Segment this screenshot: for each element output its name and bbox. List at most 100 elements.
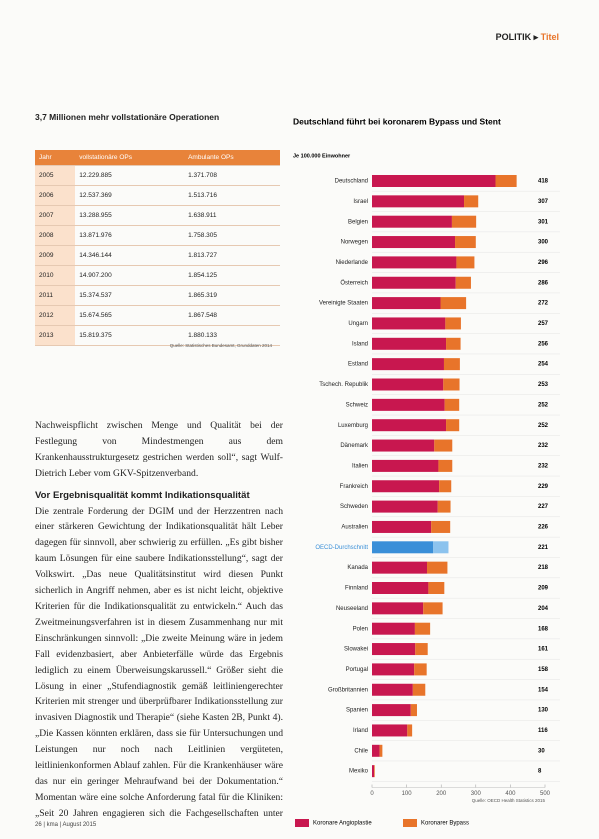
x-tick-label: 0 bbox=[370, 791, 374, 797]
total-label: 218 bbox=[538, 565, 549, 571]
bar-segment bbox=[427, 561, 448, 574]
table-cell: 2013 bbox=[35, 325, 76, 346]
bar-segment bbox=[440, 297, 467, 310]
category-label: Schweiz bbox=[346, 402, 368, 408]
table-source: Quelle: Statistisches Bundesamt, Grundda… bbox=[169, 343, 272, 348]
table-cell: 1.513.716 bbox=[184, 185, 280, 206]
table-cell: 14.907.200 bbox=[75, 265, 185, 286]
bar-segment bbox=[414, 622, 431, 635]
bar-segment bbox=[372, 704, 411, 717]
bar-segment bbox=[434, 439, 453, 452]
category-label: Niederlande bbox=[336, 260, 369, 266]
bar-segment bbox=[438, 459, 453, 472]
total-label: 254 bbox=[538, 362, 549, 368]
bar-segment bbox=[372, 175, 496, 187]
bar-segment bbox=[372, 276, 456, 289]
total-label: 256 bbox=[538, 341, 549, 347]
total-label: 257 bbox=[538, 321, 549, 327]
total-label: 301 bbox=[538, 219, 549, 225]
category-label: Belgien bbox=[348, 219, 368, 225]
table-cell: 2005 bbox=[35, 165, 76, 186]
total-label: 300 bbox=[538, 240, 549, 246]
bar-segment bbox=[372, 236, 456, 249]
bar-segment bbox=[372, 459, 439, 472]
total-label: 253 bbox=[538, 382, 549, 388]
bar-segment bbox=[379, 744, 383, 757]
table-row: 2005 12.229.885 1.371.708 bbox=[35, 165, 280, 186]
total-label: 204 bbox=[538, 606, 549, 612]
table-row: 2007 13.288.955 1.638.911 bbox=[35, 205, 280, 226]
table: Jahr vollstationäre OPs Ambulante OPs 2005 1… bbox=[35, 150, 280, 346]
table-cell: 2007 bbox=[35, 205, 76, 226]
table-cell: 2012 bbox=[35, 305, 76, 326]
bar-segment bbox=[443, 378, 460, 391]
category-label: Tschech. Republik bbox=[319, 382, 369, 388]
total-label: 307 bbox=[538, 199, 549, 205]
legend-swatch bbox=[403, 819, 417, 827]
total-label: 286 bbox=[538, 280, 549, 286]
bar-segment bbox=[446, 419, 460, 432]
category-label: Großbritannien bbox=[328, 687, 368, 693]
bar-segment bbox=[372, 561, 428, 574]
category-label: Polen bbox=[353, 626, 368, 632]
total-label: 232 bbox=[538, 443, 549, 449]
bar-segment bbox=[464, 195, 479, 208]
bar-segment bbox=[372, 500, 438, 513]
total-label: 229 bbox=[538, 484, 549, 490]
category-label: Irland bbox=[353, 728, 368, 734]
bar-segment bbox=[372, 297, 441, 310]
x-tick-label: 300 bbox=[471, 791, 482, 797]
bar-segment bbox=[372, 480, 440, 493]
category-label: OECD-Durchschnitt bbox=[315, 545, 368, 551]
x-tick-label: 500 bbox=[540, 791, 551, 797]
total-label: 252 bbox=[538, 402, 549, 408]
category-label: Ungarn bbox=[348, 321, 368, 327]
chart-subtitle: Je 100.000 Einwohner bbox=[293, 153, 351, 159]
table-cell: 15.674.565 bbox=[75, 305, 185, 326]
bar-segment bbox=[456, 256, 475, 269]
category-label: Mexiko bbox=[349, 769, 369, 775]
article: Nachweispflicht zwischen Menge und Quali… bbox=[35, 418, 283, 818]
chart-title: Deutschland führt bei koronarem Bypass u… bbox=[293, 116, 501, 126]
bar-segment bbox=[439, 480, 452, 493]
body: Die zentrale Forderung der DGIM und der … bbox=[35, 505, 283, 818]
table-cell: 2011 bbox=[35, 285, 76, 306]
table-row: 2013 15.819.375 1.880.133 bbox=[35, 325, 280, 346]
total-label: 252 bbox=[538, 423, 549, 429]
total-label: 296 bbox=[538, 260, 549, 266]
category-label: Norwegen bbox=[341, 240, 368, 246]
bar-segment bbox=[431, 520, 451, 533]
bar-segment bbox=[444, 398, 460, 411]
table-cell: 1.865.319 bbox=[184, 285, 280, 306]
table-cell: 1.854.125 bbox=[184, 265, 280, 286]
table-cell: 1.880.133 bbox=[184, 325, 280, 346]
category-label: Kanada bbox=[347, 565, 368, 571]
category-label: Island bbox=[352, 341, 368, 347]
bar-segment bbox=[414, 663, 427, 676]
bar-segment bbox=[415, 643, 428, 656]
category-label: Schweden bbox=[340, 504, 368, 510]
bar-segment bbox=[410, 704, 417, 717]
bar-segment bbox=[372, 419, 447, 432]
category-label: Vereinigte Staaten bbox=[319, 301, 368, 307]
total-label: 209 bbox=[538, 586, 549, 592]
category-label: Chile bbox=[354, 748, 368, 754]
bar-segment bbox=[372, 215, 452, 228]
category-label: Luxemburg bbox=[338, 423, 368, 429]
bar-segment bbox=[372, 663, 415, 676]
total-label: 227 bbox=[538, 504, 549, 510]
table-title: 3,7 Millionen mehr vollstationäre Operat… bbox=[35, 112, 220, 122]
bar-segment bbox=[433, 541, 449, 554]
bar-segment bbox=[412, 683, 426, 696]
table-cell: 12.537.369 bbox=[75, 185, 185, 206]
bar-segment bbox=[372, 744, 380, 757]
x-tick-label: 100 bbox=[402, 791, 413, 797]
bar-segment bbox=[407, 724, 413, 737]
category-label: Israel bbox=[353, 199, 368, 205]
bar-segment bbox=[446, 337, 461, 350]
column-header: Ambulante OPs bbox=[184, 150, 280, 166]
table-cell: 15.819.375 bbox=[75, 325, 185, 346]
x-tick-label: 400 bbox=[505, 791, 516, 797]
table-cell: 12.229.885 bbox=[75, 165, 185, 186]
